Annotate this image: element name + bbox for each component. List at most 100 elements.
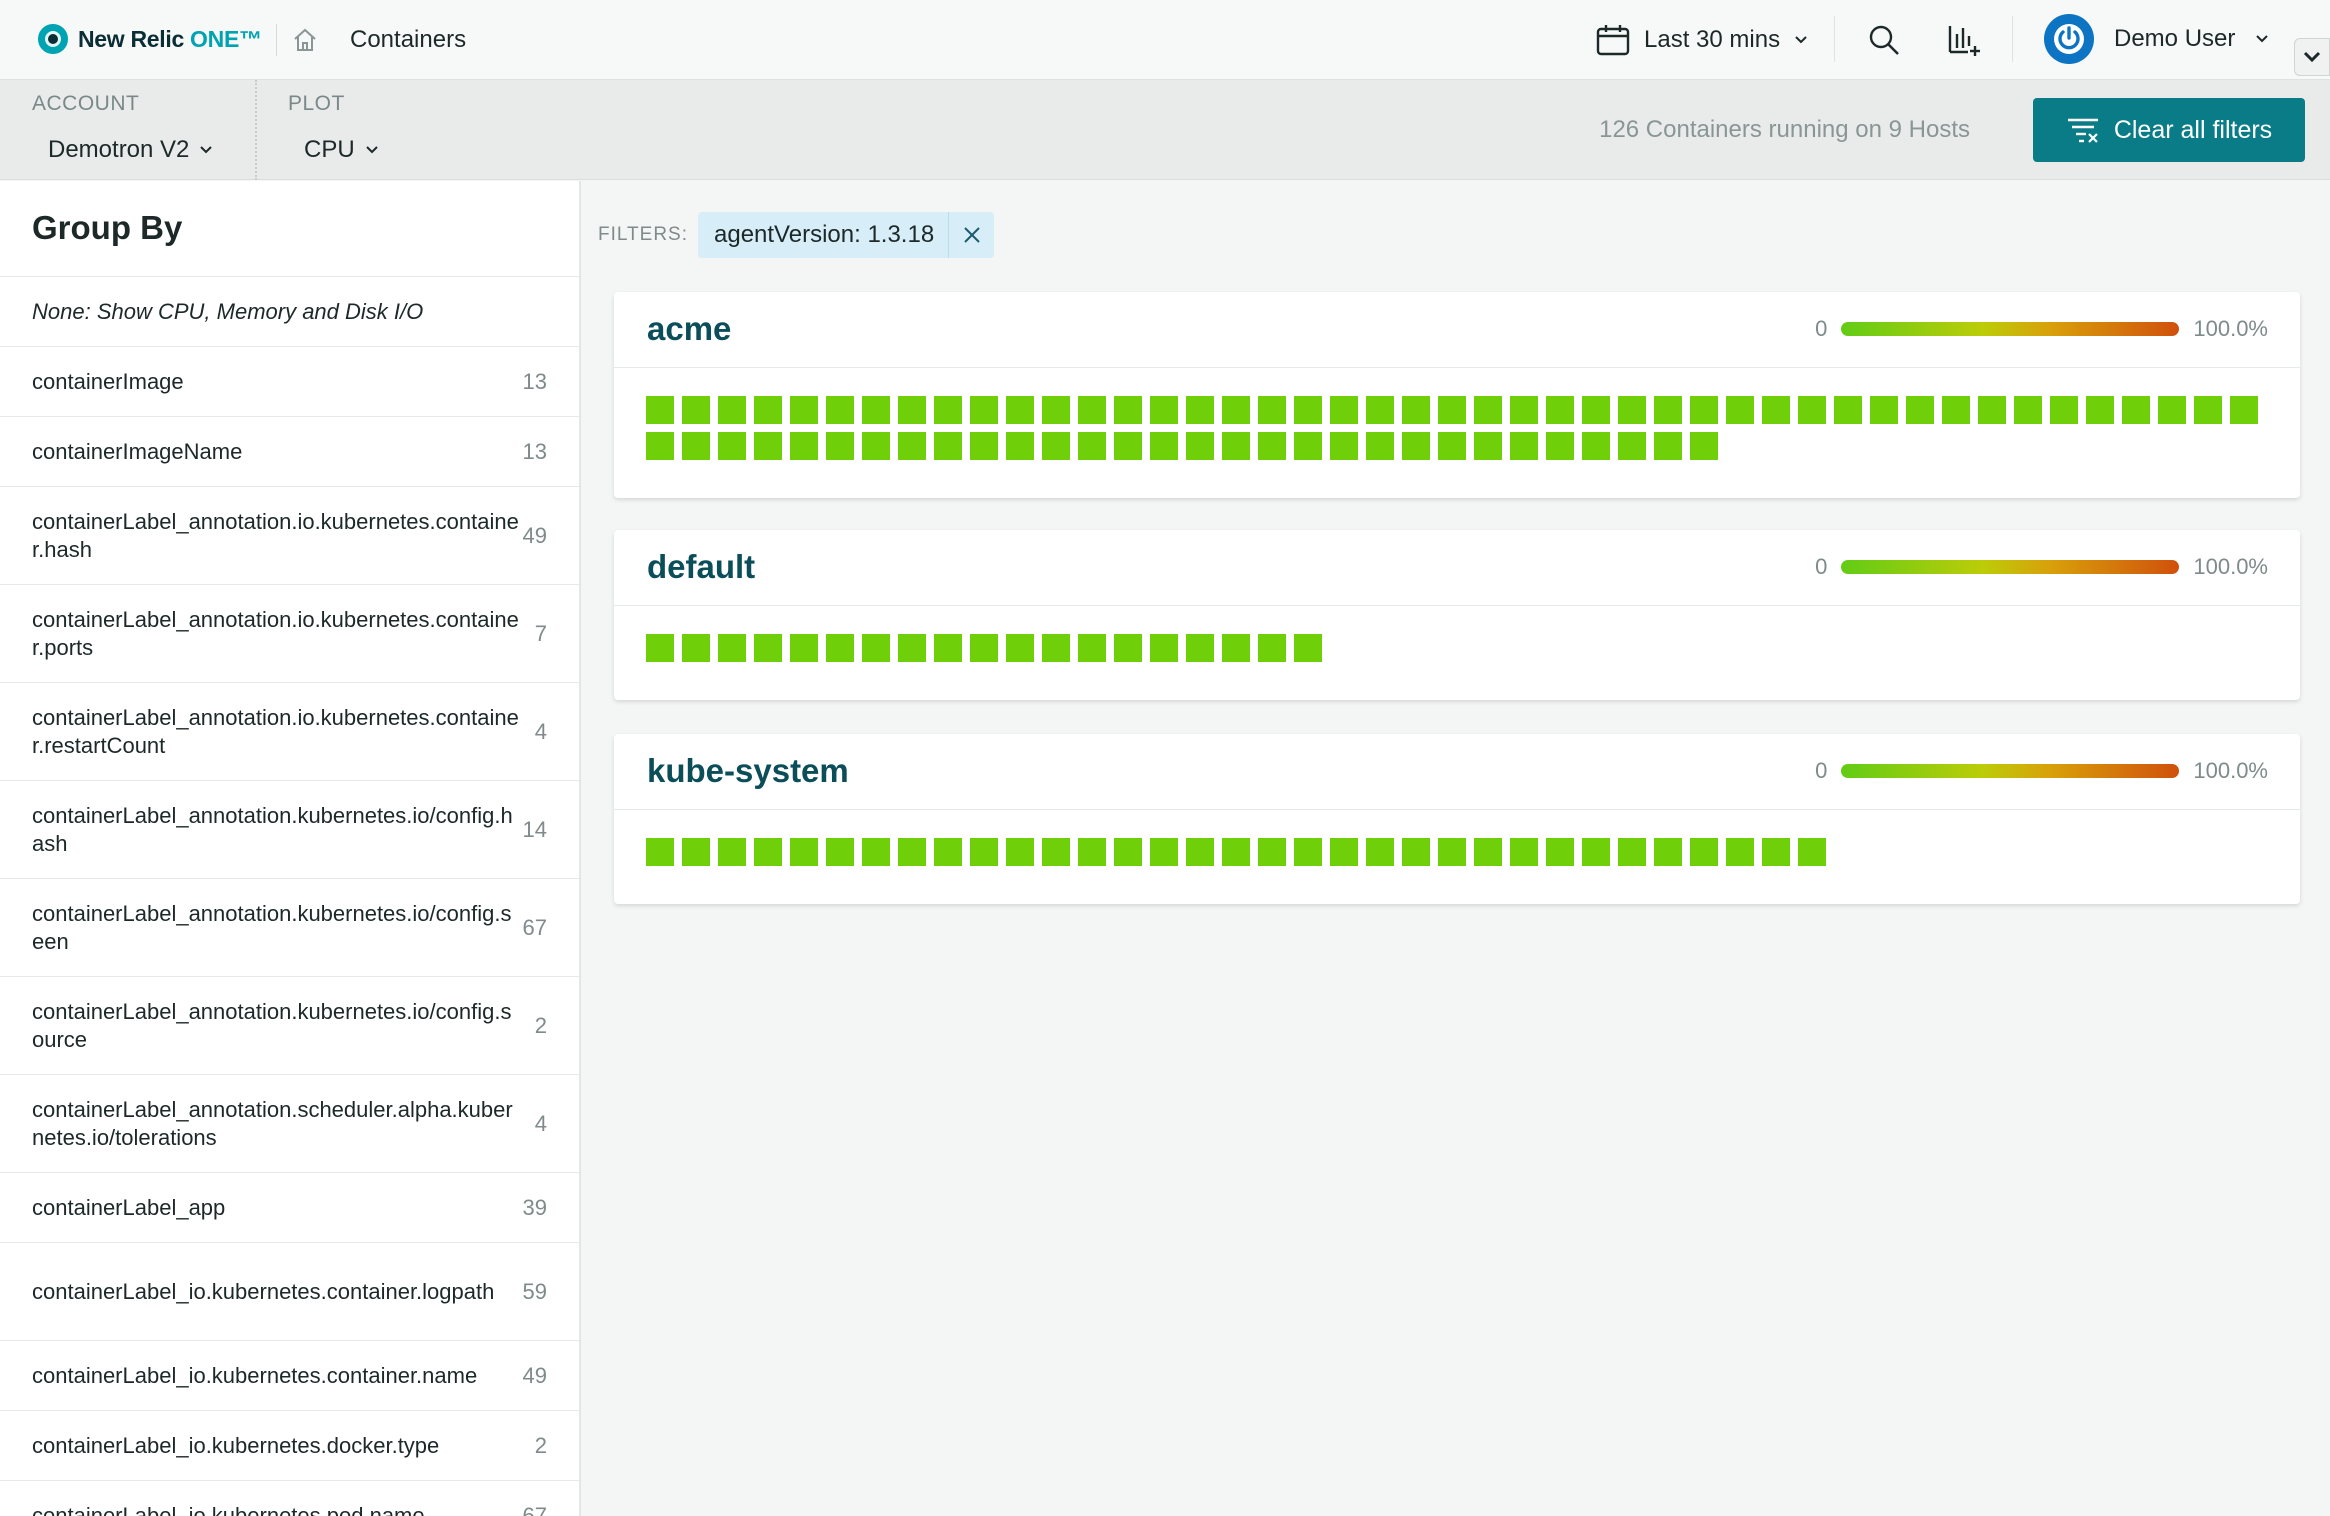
container-square[interactable]	[646, 634, 674, 662]
container-square[interactable]	[2158, 396, 2186, 424]
container-square[interactable]	[1690, 396, 1718, 424]
container-square[interactable]	[1042, 634, 1070, 662]
container-square[interactable]	[1690, 432, 1718, 460]
group-by-item[interactable]: containerLabel_app 39	[0, 1173, 579, 1243]
container-square[interactable]	[646, 396, 674, 424]
container-square[interactable]	[1546, 396, 1574, 424]
container-square[interactable]	[1150, 838, 1178, 866]
group-by-none-item[interactable]: None: Show CPU, Memory and Disk I/O	[0, 277, 579, 347]
container-square[interactable]	[790, 634, 818, 662]
group-by-item[interactable]: containerLabel_io.kubernetes.container.l…	[0, 1243, 579, 1341]
filter-chip[interactable]: agentVersion: 1.3.18	[698, 212, 995, 258]
group-by-item[interactable]: containerLabel_annotation.kubernetes.io/…	[0, 781, 579, 879]
container-square[interactable]	[1114, 432, 1142, 460]
container-square[interactable]	[790, 432, 818, 460]
container-square[interactable]	[1150, 634, 1178, 662]
container-square[interactable]	[754, 838, 782, 866]
container-square[interactable]	[1438, 838, 1466, 866]
container-square[interactable]	[862, 432, 890, 460]
container-square[interactable]	[1402, 396, 1430, 424]
container-square[interactable]	[1654, 838, 1682, 866]
container-square[interactable]	[1222, 634, 1250, 662]
container-square[interactable]	[1618, 396, 1646, 424]
container-square[interactable]	[1078, 396, 1106, 424]
container-square[interactable]	[1798, 838, 1826, 866]
container-group-title[interactable]: acme	[647, 310, 732, 347]
container-square[interactable]	[970, 396, 998, 424]
container-square[interactable]	[1294, 838, 1322, 866]
container-square[interactable]	[718, 396, 746, 424]
container-square[interactable]	[1402, 432, 1430, 460]
container-square[interactable]	[1042, 396, 1070, 424]
container-square[interactable]	[1582, 838, 1610, 866]
container-square[interactable]	[754, 634, 782, 662]
container-square[interactable]	[646, 838, 674, 866]
container-square[interactable]	[1258, 634, 1286, 662]
container-square[interactable]	[682, 432, 710, 460]
container-square[interactable]	[1582, 396, 1610, 424]
container-square[interactable]	[718, 838, 746, 866]
group-by-item[interactable]: containerLabel_annotation.io.kubernetes.…	[0, 683, 579, 781]
container-square[interactable]	[1330, 396, 1358, 424]
container-square[interactable]	[1186, 432, 1214, 460]
container-square[interactable]	[1690, 838, 1718, 866]
container-square[interactable]	[1510, 432, 1538, 460]
container-square[interactable]	[2014, 396, 2042, 424]
container-square[interactable]	[1474, 396, 1502, 424]
container-square[interactable]	[898, 396, 926, 424]
container-square[interactable]	[862, 396, 890, 424]
container-square[interactable]	[2086, 396, 2114, 424]
container-square[interactable]	[1006, 634, 1034, 662]
container-square[interactable]	[718, 432, 746, 460]
container-group-title[interactable]: kube-system	[647, 752, 849, 789]
container-square[interactable]	[970, 432, 998, 460]
container-square[interactable]	[1834, 396, 1862, 424]
container-square[interactable]	[1978, 396, 2006, 424]
container-square[interactable]	[1546, 432, 1574, 460]
container-square[interactable]	[934, 838, 962, 866]
container-square[interactable]	[682, 396, 710, 424]
container-square[interactable]	[1402, 838, 1430, 866]
container-square[interactable]	[826, 396, 854, 424]
search-button[interactable]	[1864, 20, 1904, 60]
container-square[interactable]	[1366, 396, 1394, 424]
container-square[interactable]	[1078, 432, 1106, 460]
group-by-item[interactable]: containerLabel_annotation.scheduler.alph…	[0, 1075, 579, 1173]
container-square[interactable]	[1330, 838, 1358, 866]
container-square[interactable]	[754, 432, 782, 460]
container-square[interactable]	[1762, 396, 1790, 424]
container-square[interactable]	[1474, 838, 1502, 866]
group-by-item[interactable]: containerLabel_annotation.io.kubernetes.…	[0, 585, 579, 683]
container-square[interactable]	[862, 634, 890, 662]
container-square[interactable]	[1006, 396, 1034, 424]
container-square[interactable]	[1186, 838, 1214, 866]
container-square[interactable]	[1042, 838, 1070, 866]
group-by-item[interactable]: containerImage 13	[0, 347, 579, 417]
container-square[interactable]	[1510, 396, 1538, 424]
container-square[interactable]	[1906, 396, 1934, 424]
container-square[interactable]	[1294, 432, 1322, 460]
container-square[interactable]	[1438, 432, 1466, 460]
remove-filter-button[interactable]	[948, 212, 994, 258]
container-square[interactable]	[2122, 396, 2150, 424]
time-range-picker[interactable]: Last 30 mins	[1596, 20, 1808, 60]
container-square[interactable]	[1114, 634, 1142, 662]
home-icon[interactable]	[291, 26, 319, 54]
new-relic-logo[interactable]: New Relic ONE™	[38, 24, 262, 54]
plot-dropdown[interactable]: CPU	[304, 136, 379, 164]
container-square[interactable]	[1654, 396, 1682, 424]
container-square[interactable]	[754, 396, 782, 424]
container-square[interactable]	[1222, 432, 1250, 460]
container-square[interactable]	[1510, 838, 1538, 866]
container-square[interactable]	[2050, 396, 2078, 424]
container-square[interactable]	[1078, 634, 1106, 662]
container-square[interactable]	[682, 634, 710, 662]
container-square[interactable]	[1870, 396, 1898, 424]
container-square[interactable]	[898, 432, 926, 460]
container-square[interactable]	[1258, 432, 1286, 460]
container-square[interactable]	[1582, 432, 1610, 460]
container-square[interactable]	[790, 396, 818, 424]
container-square[interactable]	[1258, 396, 1286, 424]
container-square[interactable]	[970, 838, 998, 866]
container-square[interactable]	[1258, 838, 1286, 866]
